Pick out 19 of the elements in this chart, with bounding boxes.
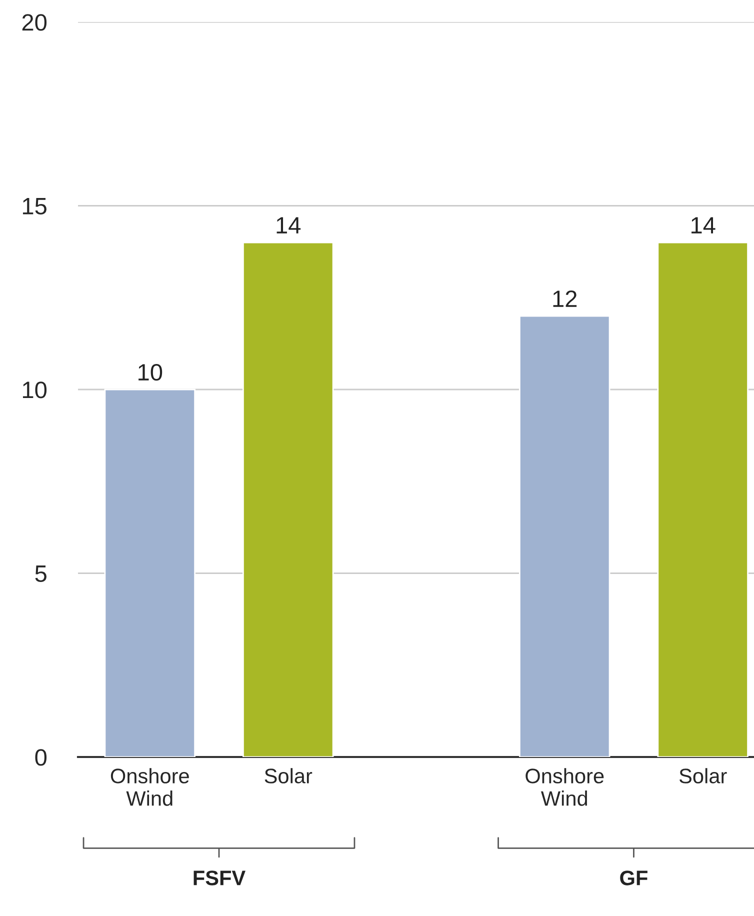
- bar: [518, 315, 610, 757]
- data-label: 10: [138, 364, 162, 381]
- y-tick-label: 20: [22, 14, 47, 31]
- bar: [657, 242, 748, 757]
- data-label: 14: [692, 217, 716, 234]
- x-tick-label: Onshore Wind: [110, 768, 189, 806]
- data-label: 12: [553, 290, 577, 307]
- x-tick-label: Onshore Wind: [526, 768, 604, 806]
- x-tick-label: Solar: [264, 768, 312, 784]
- y-tick-label: 15: [22, 198, 46, 215]
- data-label: 14: [276, 217, 301, 234]
- y-tick-label: 5: [35, 566, 46, 582]
- bar: [104, 388, 196, 757]
- y-tick-label: 0: [35, 749, 47, 766]
- text: FSFV: [194, 870, 246, 886]
- y-tick-label: 10: [22, 382, 47, 398]
- x-tick-label: Solar: [679, 768, 727, 784]
- text: GF: [620, 870, 648, 886]
- bar: [242, 242, 334, 757]
